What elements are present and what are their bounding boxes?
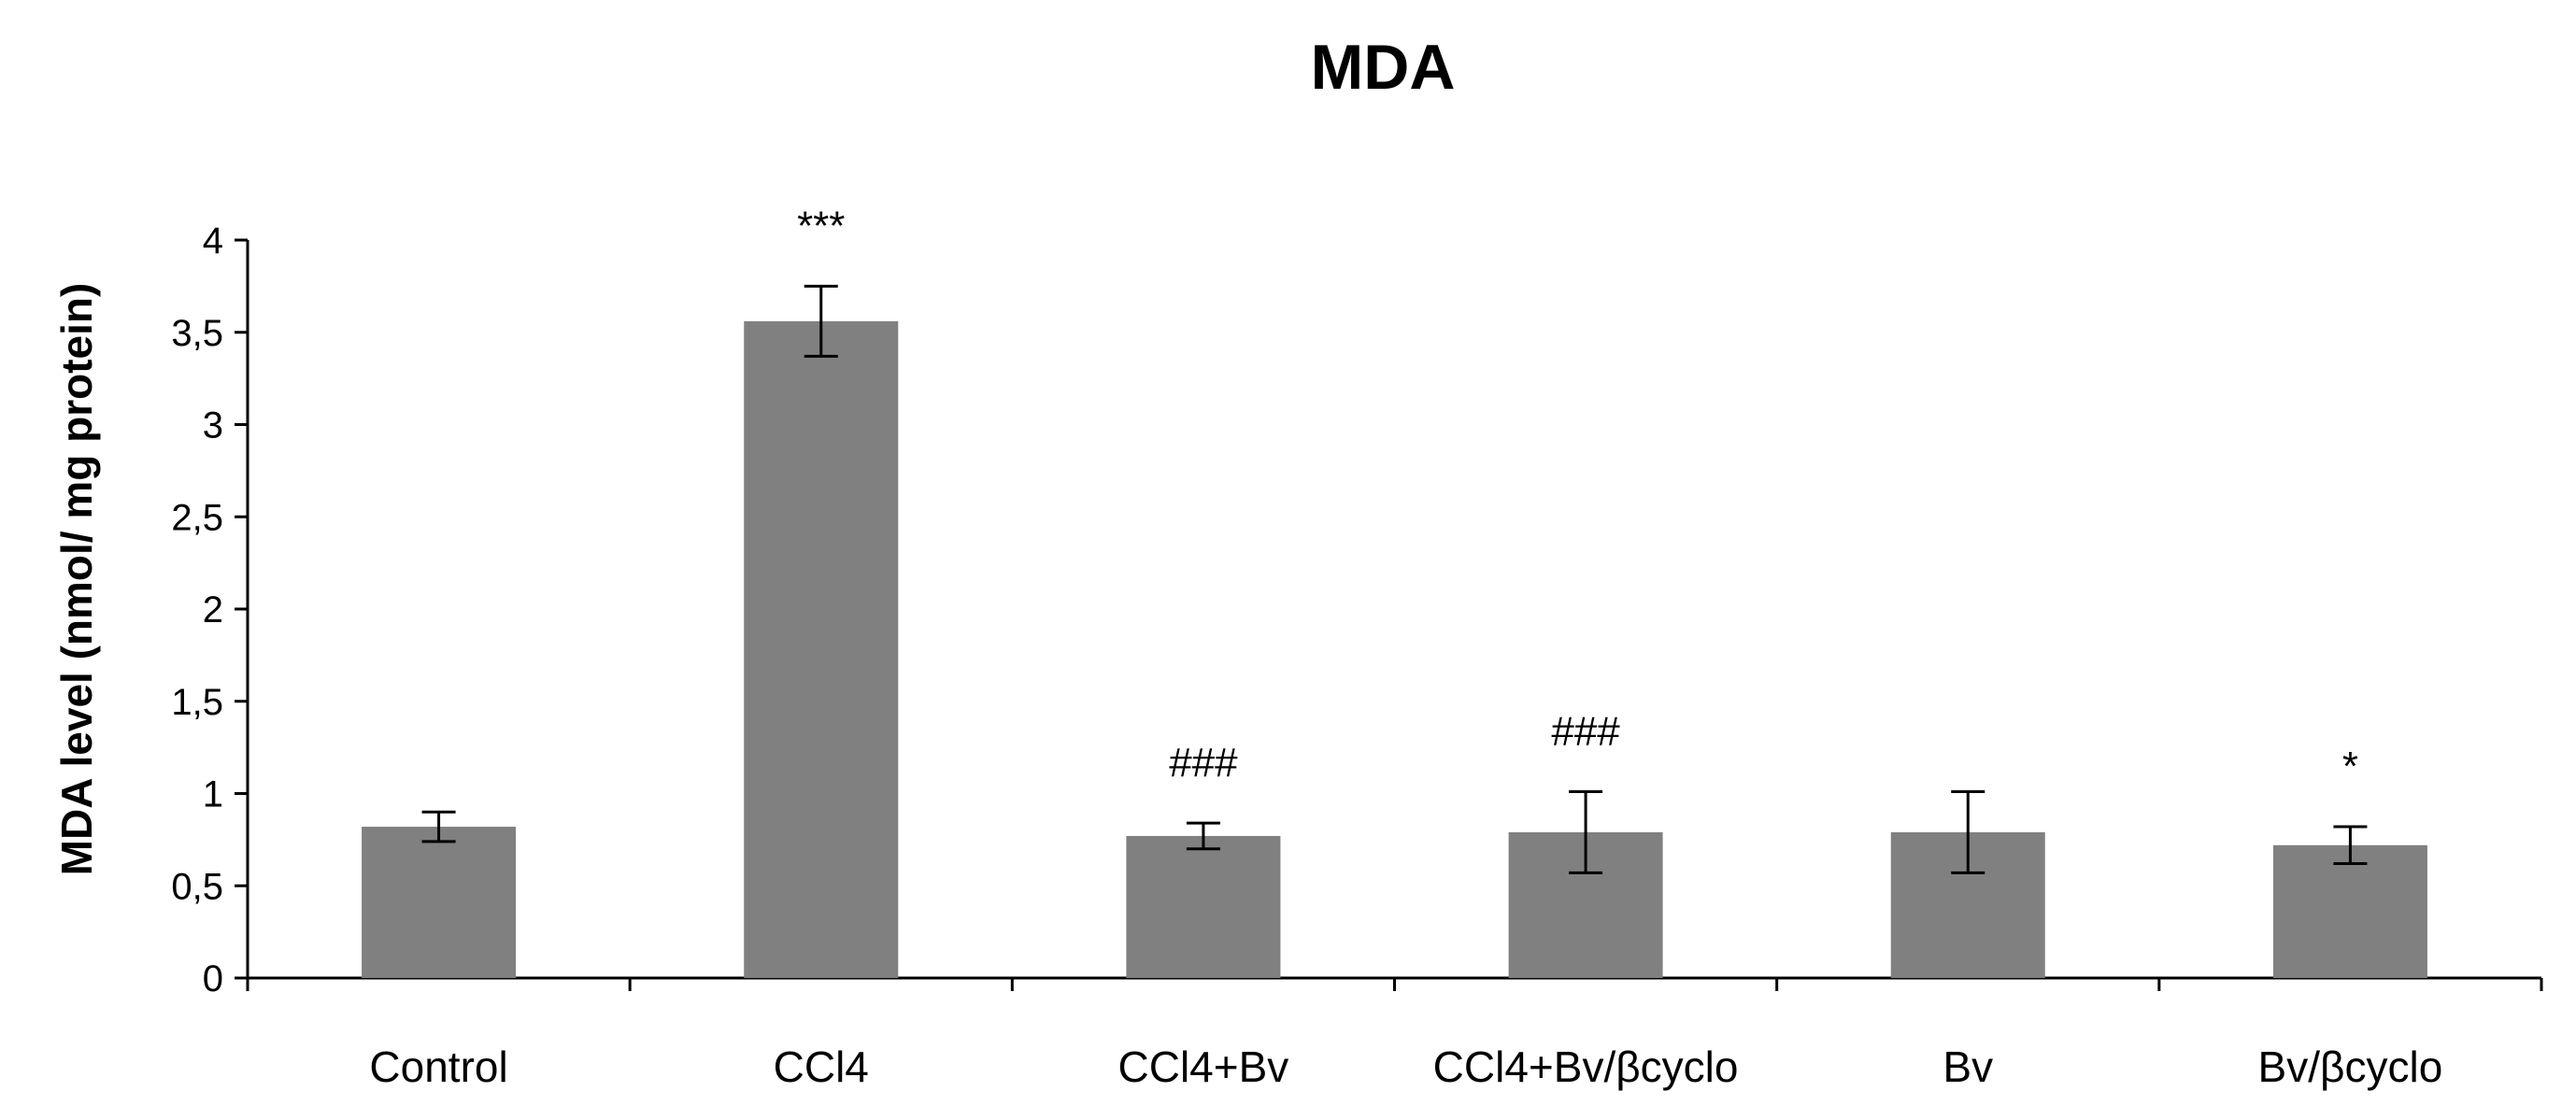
y-tick-label: 1 — [203, 774, 223, 815]
x-axis — [246, 976, 2543, 991]
significance-mark-5: * — [2342, 744, 2358, 789]
significance-annotations: *** ### ### * — [797, 203, 2358, 789]
bar-2 — [1126, 835, 1281, 978]
category-labels: Control CCl4 CCl4+Bv CCl4+Bv/βcyclo Bv Bv/βcy… — [369, 1042, 2442, 1091]
x-tick-label-5: Bv/βcyclo — [2258, 1042, 2443, 1091]
y-tick-label: 2 — [203, 589, 223, 631]
y-tick-label: 0,5 — [171, 866, 223, 907]
y-tick-label: 2,5 — [171, 497, 223, 538]
x-tick-label-0: Control — [369, 1042, 507, 1091]
y-tick-label: 3,5 — [171, 313, 223, 354]
significance-mark-2: ### — [1169, 740, 1238, 786]
y-tick-label: 1,5 — [171, 682, 223, 723]
y-tick-label: 3 — [203, 405, 223, 447]
significance-mark-1: *** — [797, 203, 845, 248]
y-axis-label: MDA level (nmol/ mg protein) — [52, 283, 101, 876]
significance-mark-3: ### — [1551, 709, 1620, 755]
bar-5 — [2272, 844, 2427, 978]
x-tick-label-2: CCl4+Bv — [1118, 1042, 1289, 1091]
y-tick-label: 0 — [203, 958, 223, 999]
chart-title: MDA — [1311, 32, 1456, 103]
y-tick-label: 4 — [203, 220, 223, 262]
x-tick-label-1: CCl4 — [774, 1042, 869, 1091]
x-tick-label-3: CCl4+Bv/βcyclo — [1433, 1042, 1739, 1091]
bars-group — [362, 320, 2427, 978]
x-tick-label-4: Bv — [1943, 1042, 1993, 1091]
bar-0 — [362, 827, 517, 978]
y-axis: 0 0,5 1 1,5 2 2,5 3 3,5 4 — [171, 220, 249, 999]
error-bars-group — [421, 284, 2368, 874]
bar-1 — [744, 320, 899, 978]
